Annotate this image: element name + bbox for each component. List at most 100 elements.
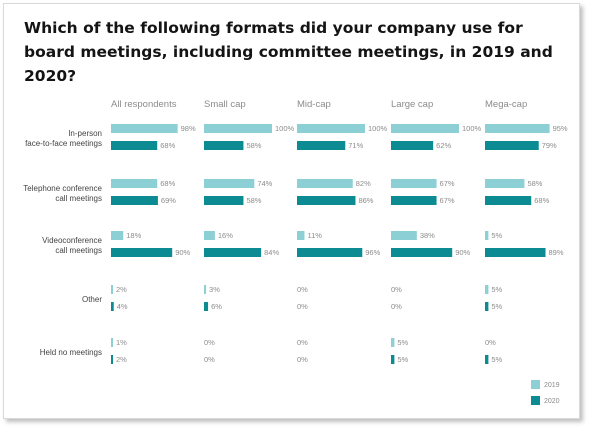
value-label: 38% [420, 231, 435, 240]
chart-title: Which of the following formats did your … [24, 19, 553, 85]
bar-2020 [204, 141, 244, 150]
bar-2020 [297, 196, 356, 205]
chart-frame: Which of the following formats did your … [3, 3, 580, 419]
bar-2019 [204, 124, 272, 133]
value-label: 3% [209, 285, 220, 294]
value-label: 0% [297, 355, 308, 364]
value-label: 11% [307, 231, 322, 240]
value-label: 79% [542, 141, 557, 150]
value-label: 5% [491, 231, 502, 240]
bar-2019 [297, 124, 365, 133]
bar-2020 [204, 248, 262, 257]
value-label: 0% [297, 285, 308, 294]
bar-2020 [485, 302, 489, 311]
value-label: 89% [549, 248, 564, 257]
value-label: 0% [204, 355, 215, 364]
value-label: 84% [264, 248, 279, 257]
value-label: 62% [436, 141, 451, 150]
legend-swatch-2019 [531, 380, 540, 389]
bar-2020 [391, 355, 395, 364]
bar-2019 [485, 179, 525, 188]
row-label: Videoconference [42, 236, 102, 245]
value-label: 82% [356, 179, 371, 188]
bar-2019 [391, 231, 417, 240]
bar-2020 [485, 141, 539, 150]
value-label: 68% [160, 141, 175, 150]
bar-2019 [111, 179, 158, 188]
bar-2019 [111, 231, 124, 240]
bar-2019 [485, 124, 550, 133]
value-label: 90% [175, 248, 190, 257]
column-header: All respondents [111, 99, 177, 110]
legend-label: 2020 [544, 398, 560, 405]
column-header: Mega-cap [485, 99, 527, 110]
bar-2020 [111, 141, 158, 150]
bar-2019 [391, 179, 437, 188]
value-label: 5% [397, 355, 408, 364]
value-label: 0% [391, 302, 402, 311]
bar-2020 [485, 196, 532, 205]
column-header: Large cap [391, 99, 433, 110]
bar-2020 [297, 248, 363, 257]
value-label: 67% [440, 196, 455, 205]
value-label: 1% [116, 338, 127, 347]
bar-2020 [485, 355, 489, 364]
column-header: Small cap [204, 99, 246, 110]
bar-2020 [391, 141, 434, 150]
bar-2019 [297, 231, 305, 240]
value-label: 0% [391, 285, 402, 294]
bar-2019 [391, 338, 395, 347]
value-label: 18% [126, 231, 141, 240]
value-label: 2% [116, 285, 127, 294]
value-label: 100% [368, 124, 388, 133]
bar-2020 [297, 141, 346, 150]
value-label: 67% [440, 179, 455, 188]
bar-2020 [391, 196, 437, 205]
row-label: call meetings [55, 246, 102, 255]
value-label: 86% [358, 196, 373, 205]
value-label: 100% [462, 124, 482, 133]
bar-2019 [111, 124, 178, 133]
value-label: 0% [485, 338, 496, 347]
value-label: 96% [365, 248, 380, 257]
value-label: 16% [218, 231, 233, 240]
bar-2019 [485, 285, 489, 294]
value-label: 5% [491, 285, 502, 294]
bar-2020 [111, 196, 158, 205]
bar-2019 [485, 231, 489, 240]
value-label: 100% [275, 124, 295, 133]
legend-swatch-2020 [531, 396, 540, 405]
value-label: 5% [491, 302, 502, 311]
value-label: 68% [534, 196, 549, 205]
bar-2020 [485, 248, 546, 257]
bar-2019 [204, 285, 207, 294]
bar-2020 [391, 248, 453, 257]
value-label: 4% [117, 302, 128, 311]
row-label: In-person [68, 129, 102, 138]
row-label: Telephone conference [23, 184, 102, 193]
column-header: Mid-cap [297, 99, 331, 110]
bar-2020 [111, 355, 113, 364]
value-label: 58% [246, 196, 261, 205]
bar-2020 [204, 302, 209, 311]
bar-2020 [111, 248, 173, 257]
value-label: 90% [455, 248, 470, 257]
bar-2019 [297, 179, 353, 188]
value-label: 69% [161, 196, 176, 205]
value-label: 2% [116, 355, 127, 364]
value-label: 68% [160, 179, 175, 188]
value-label: 58% [527, 179, 542, 188]
bar-2020 [111, 302, 114, 311]
bar-2019 [204, 231, 215, 240]
bar-2020 [204, 196, 244, 205]
value-label: 6% [211, 302, 222, 311]
legend-label: 2019 [544, 382, 560, 389]
value-label: 5% [491, 355, 502, 364]
value-label: 5% [397, 338, 408, 347]
bar-2019 [391, 124, 459, 133]
value-label: 58% [246, 141, 261, 150]
row-label: call meetings [55, 194, 102, 203]
value-label: 0% [297, 338, 308, 347]
row-label: Other [82, 295, 102, 304]
